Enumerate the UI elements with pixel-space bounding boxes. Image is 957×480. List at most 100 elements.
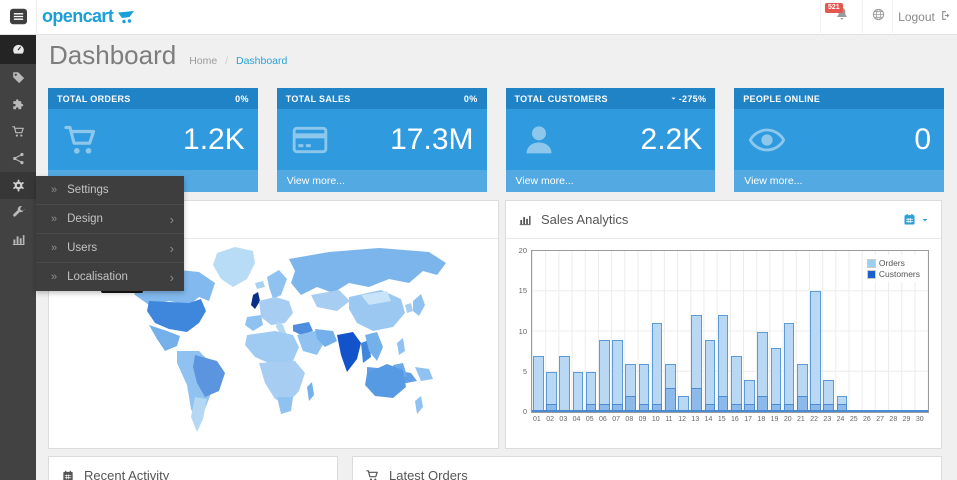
double-angle-icon: » — [51, 242, 58, 254]
flyout-item-label: Users — [67, 242, 98, 254]
breadcrumb-current-link[interactable]: Dashboard — [235, 55, 288, 67]
chart-range-dropdown[interactable] — [902, 212, 929, 227]
x-axis-tick-label: 13 — [691, 416, 700, 423]
globe-icon — [871, 7, 886, 27]
tile-value: 0 — [914, 122, 931, 156]
sales-analytics-panel: Sales Analytics Orders Customers 0 5 10 15 20 0… — [505, 200, 942, 449]
x-axis-tick-label: 23 — [823, 416, 832, 423]
latest-orders-title: Latest Orders — [389, 468, 468, 480]
chart-legend: Orders Customers — [862, 255, 924, 282]
tile-body: 0 — [734, 109, 944, 170]
customers-bar — [665, 387, 676, 412]
tile-people-online: PEOPLE ONLINE 0 View more... — [734, 88, 944, 192]
x-axis-tick-label: 19 — [770, 416, 779, 423]
tag-icon — [12, 72, 24, 84]
tile-view-more-link[interactable]: View more... — [505, 170, 716, 192]
x-axis-tick-label: 22 — [810, 416, 819, 423]
x-axis-tick-label: 12 — [678, 416, 687, 423]
sidebar-item-catalog[interactable] — [0, 64, 36, 91]
tile-title: TOTAL ORDERS — [57, 93, 131, 104]
top-header: opencart 521 Logout — [0, 0, 957, 35]
gear-icon — [12, 179, 24, 192]
tile-header: PEOPLE ONLINE — [734, 88, 944, 109]
sidebar-item-sales[interactable] — [0, 118, 36, 145]
x-axis-tick-label: 21 — [797, 416, 805, 423]
x-axis-tick-label: 25 — [849, 416, 858, 423]
system-flyout-menu: » Settings » Design › » Users › » Localisation › — [36, 176, 184, 291]
sidebar-item-reports[interactable] — [0, 226, 36, 253]
flyout-item-users[interactable]: » Users › — [36, 233, 184, 262]
sidebar-item-system[interactable] — [0, 172, 36, 199]
x-axis-tick-label: 15 — [717, 416, 726, 423]
tile-percent: 0% — [235, 93, 249, 104]
stat-tiles-row: TOTAL ORDERS 0% 1.2K View more... TOTAL SALE… — [48, 88, 944, 192]
share-icon — [12, 152, 24, 165]
tile-percent: -275% — [670, 94, 707, 104]
orders-bar — [559, 355, 571, 412]
recent-activity-panel: Recent Activity — [48, 456, 338, 480]
tile-view-more-link[interactable]: View more... — [276, 170, 487, 192]
page-header: Dashboard Home / Dashboard — [49, 40, 287, 71]
tile-value: 2.2K — [640, 122, 703, 156]
tile-title: TOTAL SALES — [285, 93, 351, 104]
chevron-right-icon: › — [169, 269, 174, 285]
wrench-icon — [12, 206, 25, 217]
notification-badge: 521 — [825, 3, 843, 14]
chevron-right-icon: › — [169, 211, 174, 227]
tile-header: TOTAL ORDERS 0% — [48, 88, 258, 109]
sign-out-icon — [940, 9, 953, 25]
recent-activity-title: Recent Activity — [84, 468, 170, 480]
orders-bar — [572, 371, 584, 412]
flyout-item-label: Design — [67, 213, 103, 225]
sidebar-item-tools[interactable] — [0, 199, 36, 226]
sidebar-item-dashboard[interactable] — [0, 34, 36, 64]
store-front-button[interactable] — [862, 0, 893, 33]
x-axis-tick-label: 29 — [902, 416, 911, 423]
orders-bar — [651, 323, 663, 412]
cart-icon — [64, 125, 96, 154]
customers-bar — [691, 387, 703, 412]
notifications-button[interactable]: 521 — [820, 0, 863, 33]
flyout-item-label: Localisation — [67, 271, 128, 283]
dashboard-icon — [12, 44, 24, 54]
chevron-right-icon: › — [169, 240, 174, 256]
x-axis-tick-label: 08 — [625, 416, 634, 423]
x-axis-tick-label: 07 — [612, 416, 621, 423]
tile-header: TOTAL CUSTOMERS -275% — [505, 88, 716, 109]
flyout-item-settings[interactable]: » Settings — [36, 176, 184, 204]
breadcrumb: Home / Dashboard — [189, 55, 287, 67]
sales-analytics-title: Sales Analytics — [541, 212, 629, 227]
sidebar-nav — [0, 34, 36, 480]
tile-body: 2.2K — [505, 109, 716, 170]
globe-icon — [872, 8, 884, 20]
recent-activity-header: Recent Activity — [49, 457, 337, 480]
x-axis-tick-label: 30 — [915, 416, 924, 423]
x-axis-tick-label: 27 — [876, 416, 885, 423]
tile-value: 17.3M — [390, 122, 474, 156]
y-axis-tick-label: 20 — [518, 246, 527, 255]
flyout-item-design[interactable]: » Design › — [36, 204, 184, 233]
orders-bar — [810, 291, 821, 412]
logout-button[interactable]: Logout — [892, 0, 957, 33]
menu-toggle-button[interactable] — [0, 0, 37, 33]
orders-bar — [599, 339, 610, 412]
sidebar-item-extensions[interactable] — [0, 91, 36, 118]
flyout-item-label: Settings — [67, 184, 109, 196]
tile-total-customers: TOTAL CUSTOMERS -275% 2.2K View more... — [505, 88, 716, 192]
world-map-svg — [99, 247, 446, 432]
y-axis-tick-label: 0 — [522, 407, 527, 416]
breadcrumb-home-link[interactable]: Home — [189, 55, 218, 67]
y-axis-tick-label: 10 — [518, 326, 527, 336]
opencart-logo[interactable]: opencart — [42, 0, 139, 33]
double-angle-icon: » — [51, 184, 58, 196]
tile-view-more-link[interactable]: View more... — [734, 170, 944, 192]
orders-bar — [770, 347, 782, 412]
cart-icon — [365, 468, 380, 480]
flyout-item-localisation[interactable]: » Localisation › — [36, 262, 184, 291]
tile-body: 1.2K — [48, 109, 258, 170]
x-axis-tick-label: 18 — [757, 416, 766, 423]
sidebar-item-marketing[interactable] — [0, 145, 36, 172]
calendar-icon — [61, 469, 75, 480]
legend-label: Customers — [878, 269, 920, 279]
